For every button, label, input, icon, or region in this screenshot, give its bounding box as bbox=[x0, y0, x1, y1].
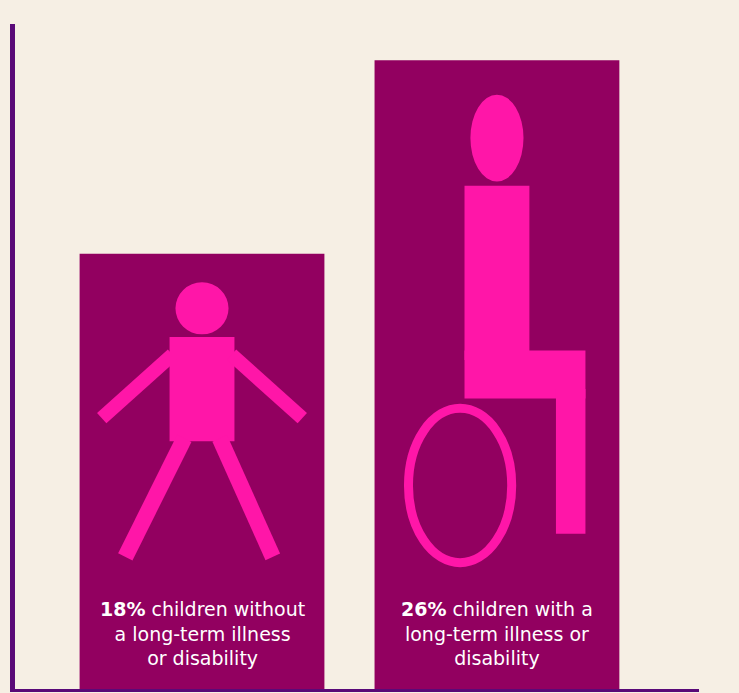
svg-text:18% children withouta long-ter: 18% children withouta long-term illnesso… bbox=[100, 598, 305, 669]
svg-text:26% children with along-term i: 26% children with along-term illness ord… bbox=[401, 598, 593, 669]
